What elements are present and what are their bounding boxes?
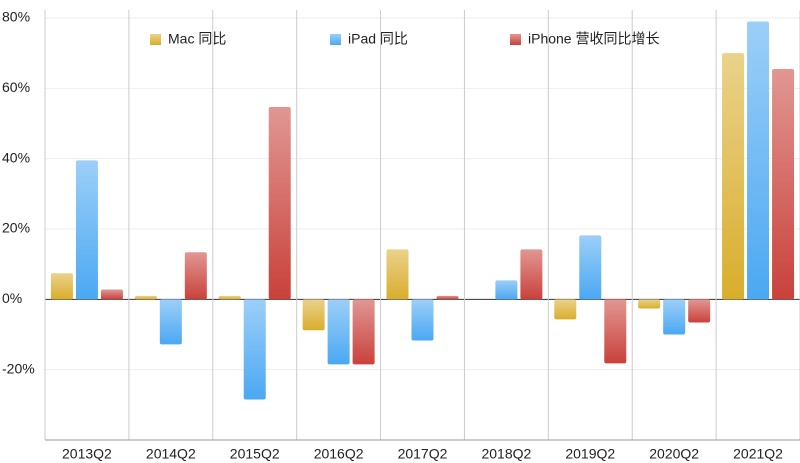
legend-swatch — [150, 34, 161, 45]
bar — [520, 249, 543, 300]
x-tick-label: 2013Q2 — [62, 446, 112, 462]
bar — [75, 160, 98, 300]
bar — [554, 299, 577, 320]
bar — [722, 53, 745, 300]
bar — [50, 273, 73, 300]
bar — [134, 295, 157, 300]
legend-label: iPad 同比 — [348, 31, 408, 47]
bar — [688, 299, 711, 323]
bar — [386, 249, 409, 300]
y-tick-label: -20% — [2, 360, 35, 376]
y-tick-label: 20% — [2, 220, 30, 236]
x-tick-label: 2019Q2 — [565, 446, 615, 462]
x-tick-label: 2018Q2 — [481, 446, 531, 462]
x-tick-label: 2017Q2 — [398, 446, 448, 462]
bar — [747, 21, 770, 300]
y-tick-label: 0% — [2, 290, 22, 306]
x-tick-label: 2020Q2 — [649, 446, 699, 462]
bar — [772, 68, 795, 300]
x-tick-label: 2015Q2 — [230, 446, 280, 462]
bar — [436, 295, 459, 300]
legend-swatch — [510, 34, 521, 45]
bar — [495, 280, 518, 300]
y-tick-label: 60% — [2, 79, 30, 95]
bar — [411, 299, 434, 341]
bar — [268, 106, 291, 300]
y-tick-label: 40% — [2, 149, 30, 165]
bar — [218, 295, 241, 300]
bar — [327, 299, 350, 365]
bar — [579, 235, 602, 300]
legend-label: Mac 同比 — [168, 31, 226, 47]
x-tick-label: 2021Q2 — [733, 446, 783, 462]
legend-label: iPhone 营收同比增长 — [528, 31, 659, 47]
bar — [100, 289, 123, 300]
bar — [243, 299, 266, 400]
bar — [302, 299, 325, 331]
x-tick-label: 2016Q2 — [314, 446, 364, 462]
x-tick-label: 2014Q2 — [146, 446, 196, 462]
bar — [352, 299, 375, 365]
bar — [159, 299, 182, 345]
legend-swatch — [330, 34, 341, 45]
y-tick-label: 80% — [2, 9, 30, 25]
bar — [638, 299, 661, 309]
bar — [604, 299, 627, 364]
bar — [184, 252, 207, 300]
bar — [663, 299, 686, 335]
